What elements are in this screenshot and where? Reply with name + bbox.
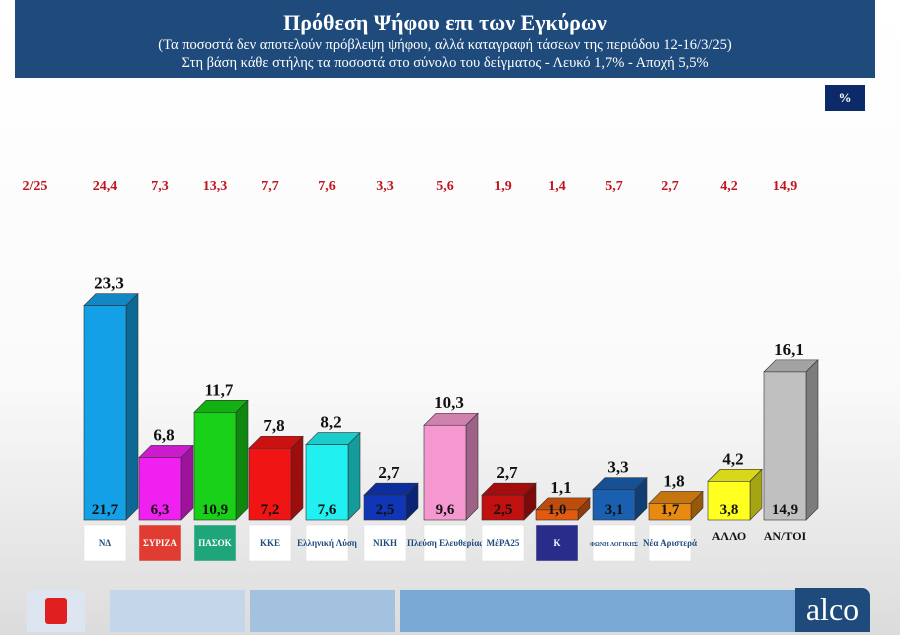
previous-value: 7,7: [261, 179, 279, 194]
party-logo: [363, 524, 407, 562]
unit-badge: %: [825, 85, 865, 111]
bar-1: [138, 457, 182, 521]
bar-side: [347, 431, 361, 521]
bar-value-label: 23,3: [94, 274, 124, 293]
bar-7: [481, 494, 525, 521]
bar-value-label: 11,7: [205, 380, 234, 399]
bar-value-label: 6,8: [153, 425, 174, 444]
alco-logo: alco: [795, 588, 870, 632]
footer-segment: [110, 590, 245, 632]
bar-2: [193, 412, 237, 521]
previous-poll-label: 2/25: [23, 179, 48, 194]
bar-inner-label: 7,2: [261, 502, 280, 518]
bar-inner-label: 2,5: [494, 502, 513, 518]
footer-segment: [400, 590, 795, 632]
party-logo: [481, 524, 525, 562]
category-label: ΠΑΣΟΚ: [198, 538, 231, 548]
party-logo: [535, 524, 579, 562]
bar-0: [83, 305, 127, 521]
bar-value-label: 16,1: [774, 340, 804, 359]
channel-logo: [27, 590, 85, 632]
category-label: ΣΥΡΙΖΑ: [143, 538, 177, 548]
bar-side: [125, 292, 139, 521]
bar-side: [805, 359, 819, 521]
party-logo: [138, 524, 182, 562]
bar-side: [235, 399, 249, 521]
bar-inner-label: 7,6: [318, 502, 337, 518]
category-label: Ελληνική Λύση: [297, 538, 357, 548]
bar-value-label: 7,8: [263, 416, 284, 435]
previous-value: 13,3: [203, 179, 228, 194]
bar-8: [535, 509, 579, 521]
bar-chart: 2/25 24,4 23,3 21,7 ΝΔ 7,3 6,8 6,3 ΣΥΡΙΖΑ 13,3 11,…: [23, 179, 819, 562]
category-label: Πλεύση Ελευθερίας: [407, 538, 483, 548]
previous-value: 5,7: [605, 179, 623, 194]
party-logo: [248, 524, 292, 562]
chart-title: Πρόθεση Ψήφου επι των Εγκύρων: [283, 10, 607, 35]
chart-subtitle-2: Στη βάση κάθε στήλης τα ποσοστά στο σύνο…: [181, 55, 709, 71]
bar-inner-label: 3,8: [720, 502, 739, 518]
bar-value-label: 2,7: [496, 463, 518, 482]
bar-value-label: 3,3: [607, 458, 628, 477]
previous-value: 1,4: [548, 179, 566, 194]
bar-inner-label: 3,1: [605, 502, 624, 518]
category-label: ΑΝ/ΤΟΙ: [764, 529, 807, 543]
previous-value: 14,9: [773, 179, 798, 194]
party-logo: [648, 524, 692, 562]
previous-value: 2,7: [661, 179, 679, 194]
previous-value: 7,6: [318, 179, 336, 194]
party-logo: [83, 524, 127, 562]
bar-value-label: 8,2: [320, 413, 341, 432]
previous-value: 3,3: [376, 179, 394, 194]
bar-value-label: 2,7: [378, 463, 400, 482]
bar-inner-label: 6,3: [151, 502, 170, 518]
bar-10: [648, 503, 692, 521]
party-logo: [305, 524, 349, 562]
category-label: ΚΚΕ: [260, 538, 280, 548]
category-label: ΑΛΛΟ: [712, 529, 747, 543]
chart-subtitle-1: (Τα ποσοστά δεν αποτελούν πρόβλεψη ψήφου…: [158, 37, 732, 53]
bar-6: [423, 424, 467, 521]
bar-value-label: 10,3: [434, 393, 464, 412]
bar-inner-label: 9,6: [436, 502, 455, 518]
bar-value-label: 4,2: [722, 449, 743, 468]
bar-3: [248, 447, 292, 521]
party-logo: [423, 524, 467, 562]
previous-value: 4,2: [720, 179, 738, 194]
bar-value-label: 1,1: [550, 478, 571, 497]
previous-value: 1,9: [494, 179, 512, 194]
footer-segment: [250, 590, 395, 632]
category-label: ΦΩΝΗ ΛΟΓΙΚΗΣ: [590, 542, 638, 548]
previous-value: 24,4: [93, 179, 118, 194]
category-label: MέPA25: [487, 538, 520, 548]
bar-inner-label: 1,7: [661, 502, 680, 518]
bar-inner-label: 10,9: [202, 502, 228, 518]
bar-side: [180, 444, 194, 521]
bar-9: [592, 489, 636, 521]
footer-bar: [15, 590, 875, 632]
bar-side: [465, 412, 479, 521]
bar-inner-label: 21,7: [92, 502, 119, 518]
bar-12: [763, 371, 807, 521]
bar-inner-label: 2,5: [376, 502, 395, 518]
bar-inner-label: 14,9: [772, 502, 798, 518]
party-logo: [592, 524, 636, 562]
bar-11: [707, 481, 751, 521]
category-label: Κ: [553, 538, 560, 548]
category-label: ΝΙΚΗ: [373, 538, 397, 548]
bar-4: [305, 444, 349, 521]
party-logo: [193, 524, 237, 562]
bar-inner-label: 1,0: [548, 502, 567, 518]
title-banner: Πρόθεση Ψήφου επι των Εγκύρων (Τα ποσοστ…: [15, 0, 875, 78]
bar-side: [290, 435, 304, 521]
previous-value: 5,6: [436, 179, 454, 194]
category-label: ΝΔ: [99, 538, 111, 548]
bar-value-label: 1,8: [663, 471, 684, 490]
bar-5: [363, 494, 407, 521]
category-label: Νέα Αριστερά: [643, 538, 697, 548]
previous-value: 7,3: [151, 179, 169, 194]
